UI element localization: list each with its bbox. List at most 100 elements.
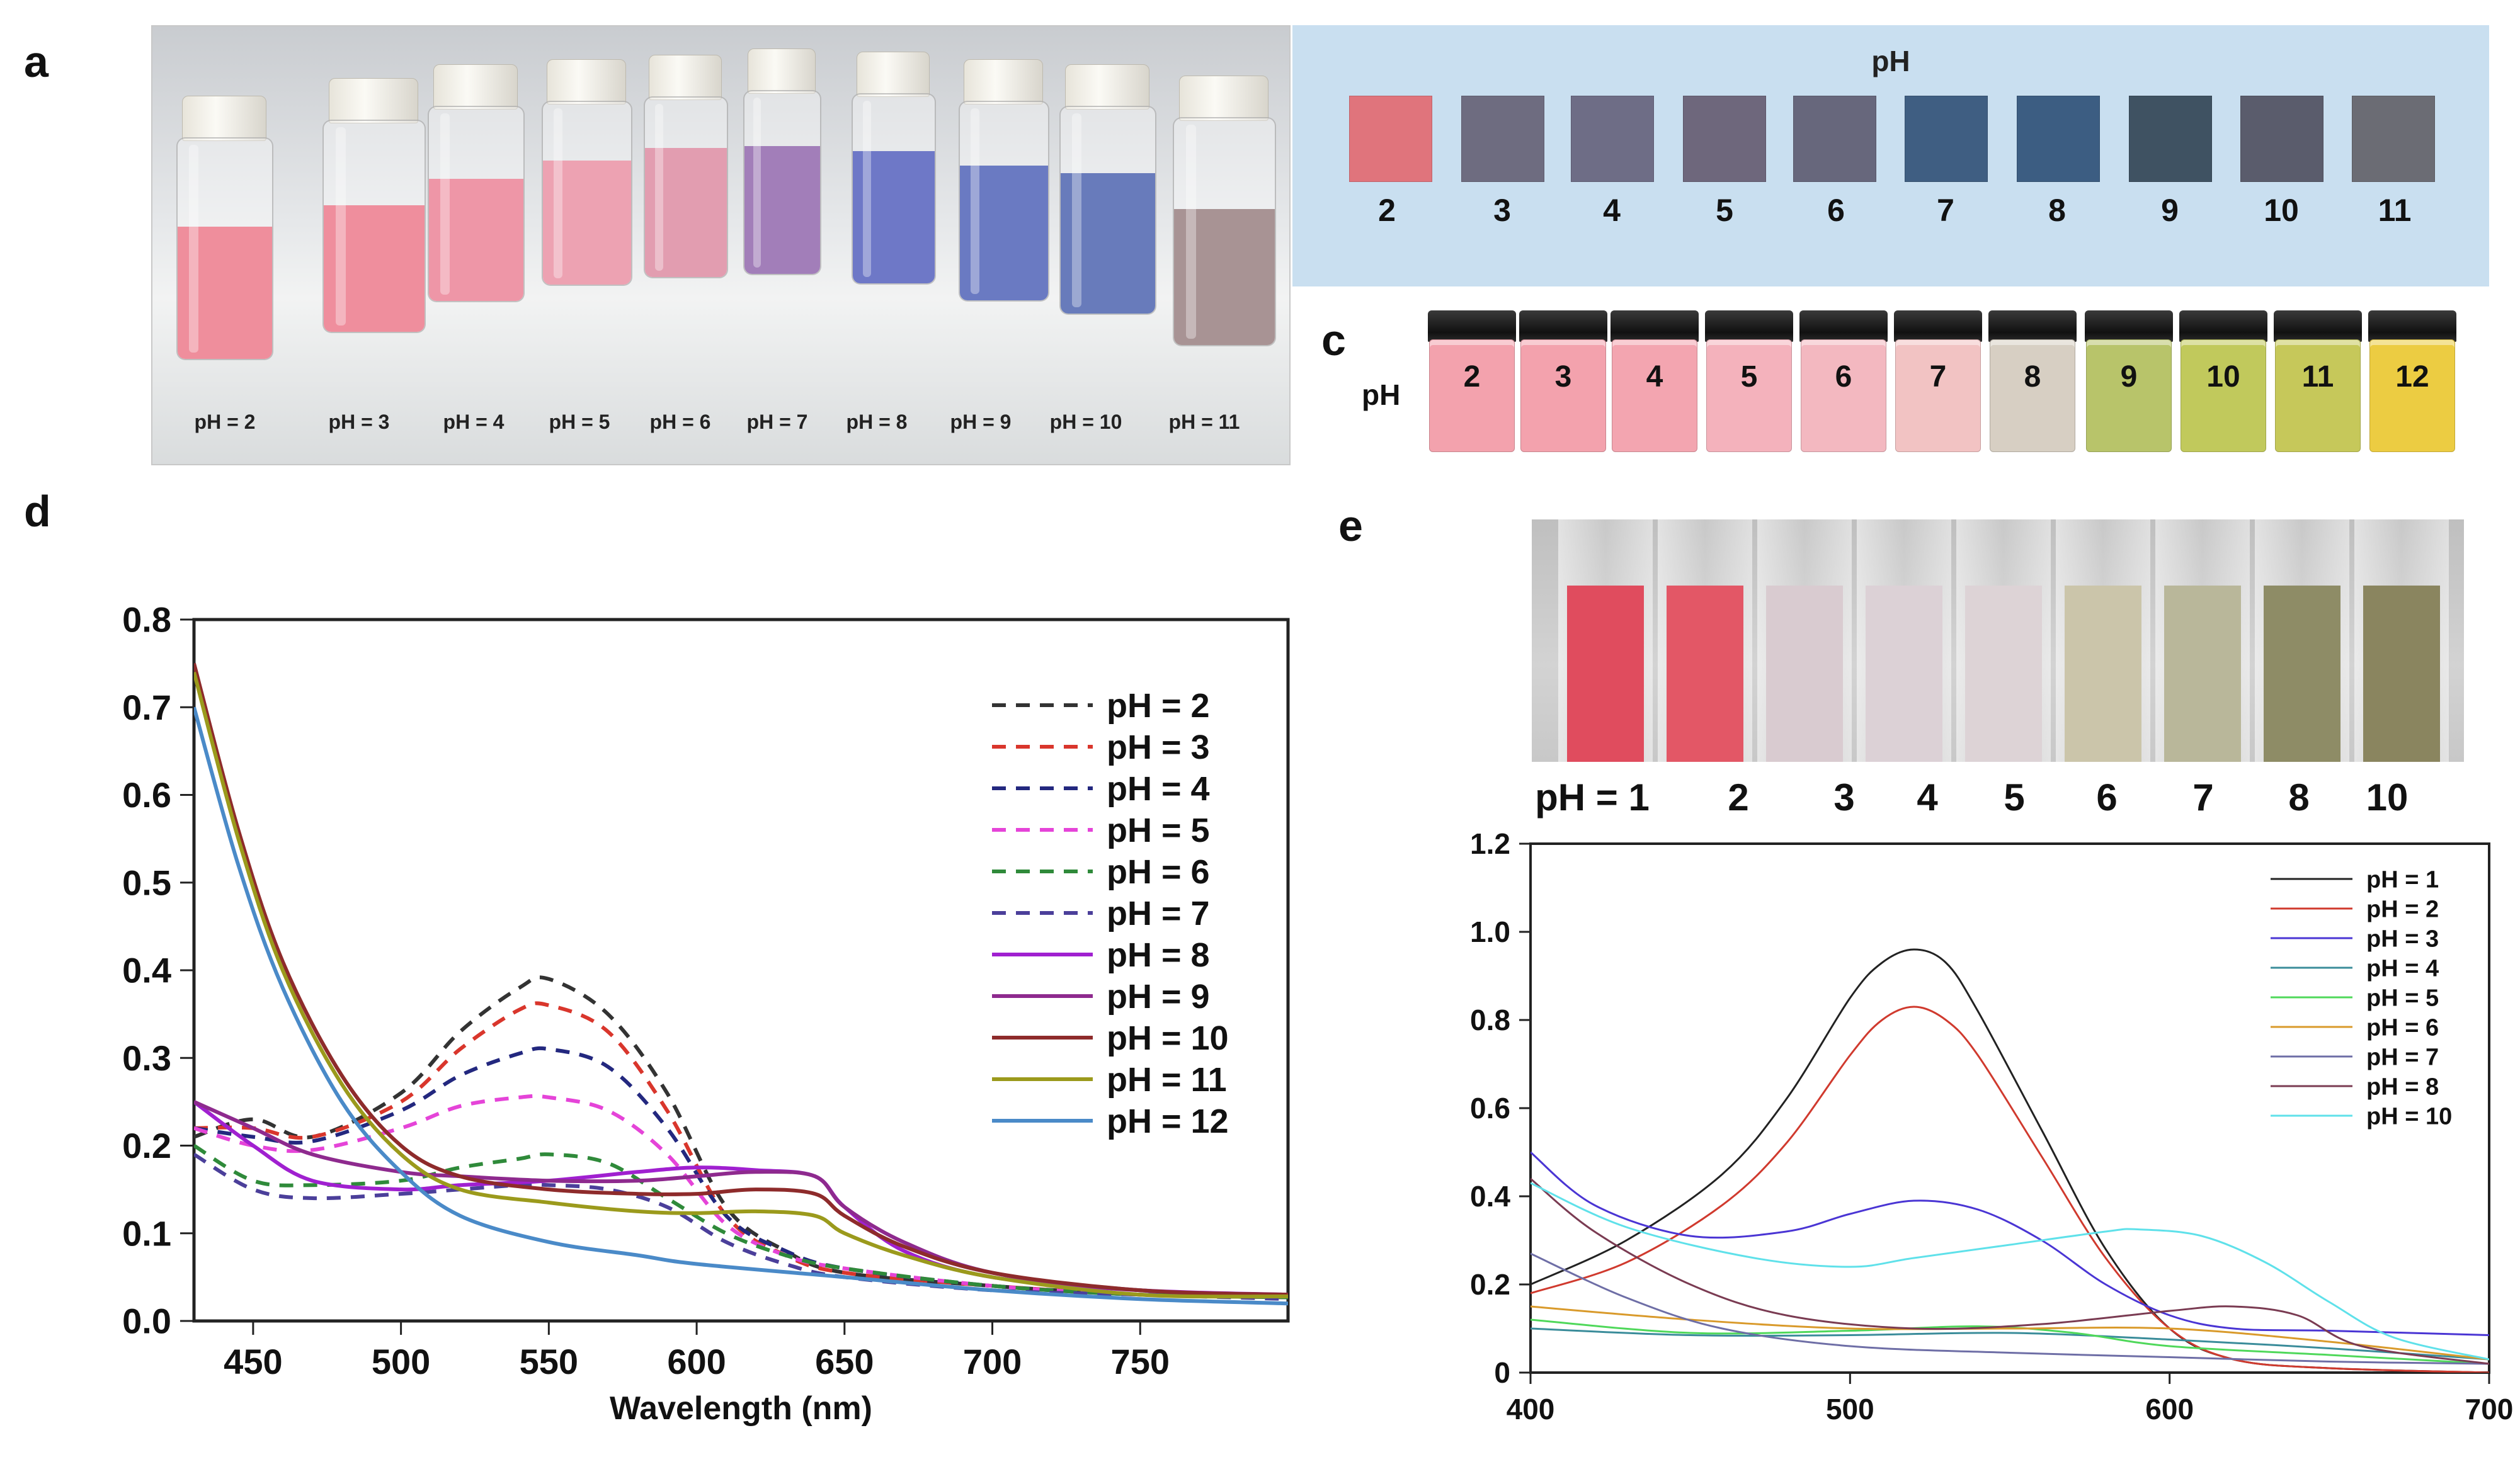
vial-liquid [1061,173,1155,314]
capped-vial: 2 [1428,310,1516,452]
series-line [194,706,1288,1306]
y-tick-label: 0.5 [122,863,171,902]
cuvette-ph-label: 7 [2192,776,2214,819]
legend-label: pH = 3 [2366,926,2439,952]
cuvette [1558,519,1653,762]
x-tick-label: 700 [2465,1393,2514,1425]
vial-number: 2 [1463,360,1481,394]
cuvette-liquid [2065,586,2141,762]
capped-vial: 11 [2274,310,2362,452]
series-line [194,1152,1288,1301]
vial [428,64,525,302]
indicator-strip [1683,96,1766,182]
y-tick-label: 0.8 [1470,1004,1510,1036]
cuvette-liquid [1965,586,2042,762]
x-tick-label: 750 [1111,1342,1170,1381]
vial [322,78,426,333]
legend-label: pH = 4 [2366,955,2439,982]
legend-label: pH = 9 [1107,978,1210,1016]
capped-vial: 10 [2179,310,2267,452]
vial [176,96,273,360]
legend-label: pH = 4 [1107,770,1210,808]
legend-label: pH = 7 [2366,1044,2439,1070]
vial-number: 4 [1646,360,1663,394]
vial [743,48,821,275]
indicator-strip [1905,96,1988,182]
y-tick-label: 1.0 [1470,915,1510,948]
legend-label: pH = 12 [1107,1102,1229,1140]
capped-vial: 8 [1988,310,2077,452]
ph-label: pH = 6 [649,411,711,433]
legend-label: pH = 10 [1107,1019,1229,1057]
ph-label: pH = 8 [846,411,908,433]
vial-number: 7 [1929,360,1947,394]
vial-liquid [744,146,820,274]
x-tick-label: 650 [815,1342,874,1381]
cuvette [1956,519,2051,762]
cuvette-ph-label: 10 [2366,776,2409,819]
legend-label: pH = 2 [2366,896,2439,922]
series-line [1531,1177,2489,1365]
strip-label: 11 [2378,193,2412,228]
x-tick-label: 600 [667,1342,726,1381]
vial [959,59,1049,302]
cuvette-liquid [2264,586,2340,762]
strip-label: 6 [1827,193,1845,228]
y-tick-label: 0.4 [1470,1180,1510,1213]
chart-d-plot: 450 500 550 600 650 700 750 0.0 0.1 0.2 0.3 0.4 0.5 0… [122,600,1290,1427]
series-line [194,1046,1288,1300]
cuvette-ph-label: pH = 1 [1535,776,1650,819]
vial-number: 5 [1740,360,1758,394]
y-tick-label: 0 [1494,1356,1510,1389]
y-tick-label: 0.6 [122,775,171,815]
capped-vial: 5 [1705,310,1793,452]
legend-label: pH = 1 [2366,866,2439,893]
series-line [1531,1182,2489,1361]
cuvette-ph-label: 8 [2288,776,2310,819]
cuvette-ph-label: 3 [1833,776,1855,819]
series-line [1531,1252,2489,1365]
legend-label: pH = 8 [1107,936,1210,974]
y-tick-label: 0.8 [122,600,171,640]
y-tick-label: 0.6 [1470,1092,1510,1125]
ph-label: pH = 5 [549,411,610,433]
vial [1173,76,1276,346]
legend-label: pH = 7 [1107,895,1210,932]
cuvette-liquid [1667,586,1743,762]
chart-d-absorbance: 450 500 550 600 650 700 750 0.0 0.1 0.2 0.3 0.4 0.5 0… [122,600,1290,1427]
ph-label: pH = 10 [1049,411,1122,433]
ph-label: pH = 4 [443,411,505,433]
cuvette-ph-label: 6 [2096,776,2118,819]
strip-label: 8 [2048,193,2066,228]
capped-vial: 4 [1611,310,1699,452]
y-tick-label: 0.4 [122,951,171,990]
strip-label: 9 [2161,193,2179,228]
vial-liquid [429,178,523,301]
series-line [194,671,1288,1299]
plot-frame [1529,842,2490,1374]
cuvette [1658,519,1752,762]
strip-label: 3 [1493,193,1511,228]
x-tick-label: 400 [1507,1393,1555,1425]
cuvette [1757,519,1852,762]
cuvettes-photo-e [1532,519,2464,762]
vial-number: 12 [2395,360,2429,394]
series-line [194,1001,1288,1300]
x-axis-label: Wavelength (nm) [610,1390,872,1427]
vial-liquid [543,160,631,285]
strip-label: 7 [1937,193,1954,228]
vial-number: 10 [2206,360,2240,394]
vial-number: 3 [1554,360,1572,394]
series-group [1531,948,2489,1373]
cuvette [2155,519,2250,762]
cuvette-ph-label: 2 [1728,776,1749,819]
vial-number: 11 [2301,360,2334,394]
capped-vial: 3 [1519,310,1607,452]
cuvette-ph-label: 5 [2004,776,2025,819]
vials-photo-a: pH = 2 pH = 3 pH = 4 pH = 5 pH = 6 pH = … [151,25,1291,465]
legend-label: pH = 2 [1107,687,1210,725]
x-tick-label: 450 [224,1342,282,1381]
ph-label: pH = 7 [746,411,808,433]
chart-e-plot: 400 500 600 700 0 0.2 0.4 0.6 0.8 1.0 1.2 pH = 1 pH … [1470,827,2513,1425]
strip-label: 10 [2264,193,2299,228]
